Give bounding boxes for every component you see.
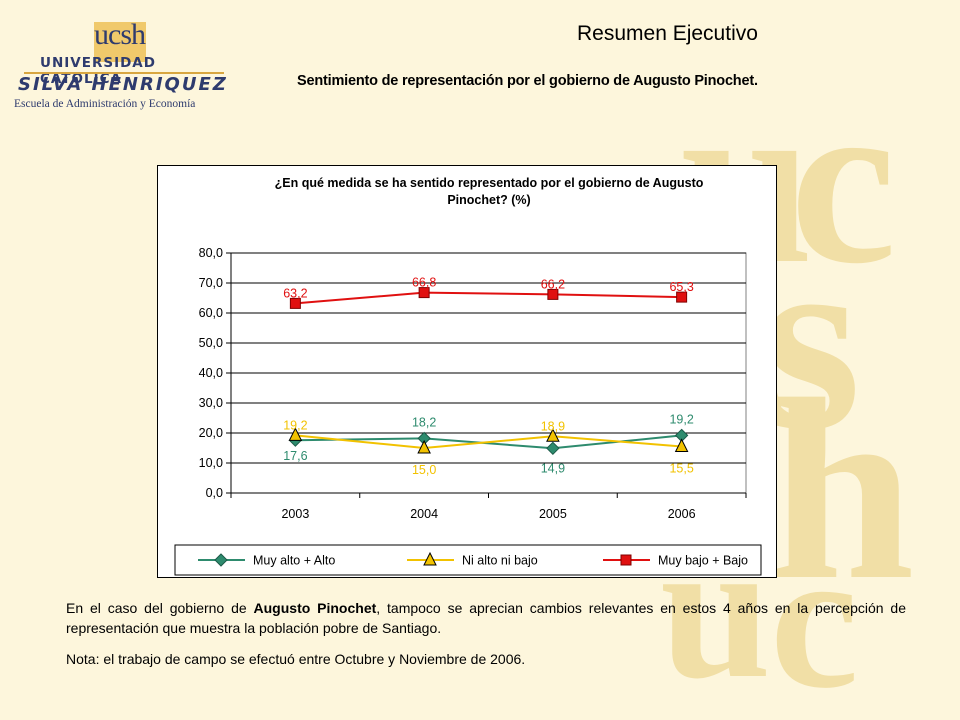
logo-divider xyxy=(24,72,224,74)
data-point xyxy=(676,291,688,303)
data-point xyxy=(546,428,560,442)
background-watermark: u c s h u c xyxy=(660,60,915,720)
legend-box xyxy=(174,544,762,576)
data-point xyxy=(674,438,689,452)
x-tick-label: 2003 xyxy=(281,507,309,521)
logo-brand: ucsh xyxy=(94,18,146,51)
y-tick-label: 60,0 xyxy=(199,306,223,320)
chart-frame: ¿En qué medida se ha sentido representad… xyxy=(157,165,777,578)
data-label: 19,2 xyxy=(669,412,693,426)
university-logo: ucsh UNIVERSIDAD CATOLICA SILVA HENRIQUE… xyxy=(10,12,235,110)
data-label: 15,0 xyxy=(412,463,436,477)
data-point xyxy=(547,288,559,300)
data-point xyxy=(289,297,301,309)
emphasis-name: Augusto Pinochet xyxy=(253,600,377,616)
x-tick-label: 2005 xyxy=(539,507,567,521)
page-subtitle: Sentimiento de representación por el gob… xyxy=(297,73,758,89)
legend-marker xyxy=(423,551,437,566)
data-label: 15,5 xyxy=(669,462,693,476)
chart-title-line1: ¿En qué medida se ha sentido representad… xyxy=(275,176,704,190)
data-label: 63,2 xyxy=(283,286,307,300)
data-point xyxy=(417,439,431,454)
page-title: Resumen Ejecutivo xyxy=(577,22,758,45)
y-tick-label: 30,0 xyxy=(199,396,223,410)
y-tick-label: 10,0 xyxy=(199,456,223,470)
legend-label: Muy bajo + Bajo xyxy=(658,554,748,568)
data-label: 66,2 xyxy=(541,277,565,291)
legend-marker xyxy=(214,553,228,567)
legend-label: Muy alto + Alto xyxy=(253,554,335,568)
logo-mark xyxy=(94,22,146,62)
data-point xyxy=(418,287,430,299)
data-label: 18,2 xyxy=(412,415,436,429)
y-tick-label: 0,0 xyxy=(206,486,223,500)
legend-label: Ni alto ni bajo xyxy=(462,554,538,568)
series-line xyxy=(295,291,682,305)
data-point xyxy=(288,427,303,441)
y-tick-label: 50,0 xyxy=(199,336,223,350)
data-label: 66,8 xyxy=(412,276,436,290)
chart-title-line2: Pinochet? (%) xyxy=(447,193,530,207)
x-tick-label: 2006 xyxy=(668,507,696,521)
y-tick-label: 40,0 xyxy=(199,366,223,380)
logo-university: UNIVERSIDAD CATOLICA xyxy=(40,55,156,87)
data-label: 65,3 xyxy=(669,280,693,294)
logo-school: Escuela de Administración y Economía xyxy=(14,98,196,110)
logo-name: SILVA HENRIQUEZ xyxy=(18,74,228,95)
note-paragraph: Nota: el trabajo de campo se efectuó ent… xyxy=(66,651,526,667)
line-chart: ¿En qué medida se ha sentido representad… xyxy=(174,176,762,576)
body-text: En el caso del gobierno de Augusto Pinoc… xyxy=(66,598,906,680)
y-tick-label: 70,0 xyxy=(199,276,223,290)
series-line xyxy=(295,434,682,450)
data-label: 14,9 xyxy=(541,461,565,475)
y-tick-label: 20,0 xyxy=(199,426,223,440)
data-label: 19,2 xyxy=(283,418,307,432)
data-label: 17,6 xyxy=(283,449,307,463)
legend-marker xyxy=(620,554,632,566)
y-tick-label: 80,0 xyxy=(199,246,223,260)
summary-paragraph: En el caso del gobierno de Augusto Pinoc… xyxy=(66,600,906,636)
x-tick-label: 2004 xyxy=(410,507,438,521)
data-point xyxy=(546,441,560,456)
data-label: 18,9 xyxy=(541,419,565,433)
